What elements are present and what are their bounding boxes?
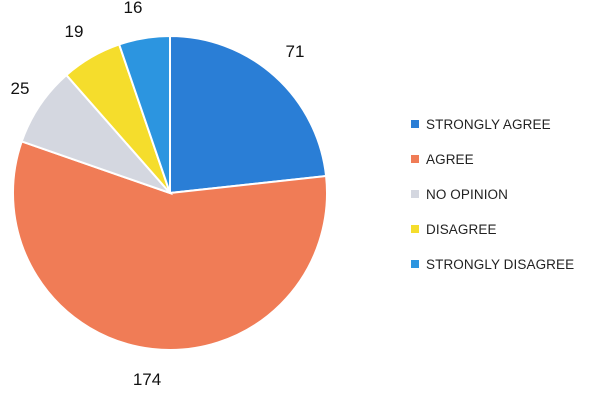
legend-item-strongly-disagree: STRONGLY DISAGREE (411, 255, 591, 273)
legend-label: STRONGLY AGREE (426, 116, 551, 132)
data-label-disagree: 19 (65, 22, 84, 41)
data-label-no-opinion: 25 (11, 79, 30, 98)
legend-swatch (411, 190, 419, 198)
legend-item-agree: AGREE (411, 150, 591, 168)
legend-swatch (411, 225, 419, 233)
legend-item-strongly-agree: STRONGLY AGREE (411, 115, 591, 133)
chart-legend: STRONGLY AGREE AGREE NO OPINION DISAGREE… (411, 115, 591, 290)
pie-slice-strongly-agree (169, 34, 328, 195)
data-label-strongly-agree: 71 (286, 42, 305, 61)
pie-slice-strongly-disagree (117, 34, 171, 194)
legend-swatch (411, 120, 419, 128)
legend-label: DISAGREE (426, 221, 497, 237)
legend-swatch (411, 155, 419, 163)
pie-slice-agree (12, 140, 328, 351)
data-label-strongly-disagree: 16 (124, 0, 143, 17)
data-label-agree: 174 (133, 370, 161, 389)
legend-label: STRONGLY DISAGREE (426, 256, 575, 272)
pie-slices (12, 34, 328, 351)
legend-label: AGREE (426, 151, 474, 167)
legend-label: NO OPINION (426, 186, 509, 202)
legend-item-disagree: DISAGREE (411, 220, 591, 238)
pie-data-labels: 71 174 25 19 16 (11, 0, 305, 389)
legend-swatch (411, 260, 419, 268)
legend-item-no-opinion: NO OPINION (411, 185, 591, 203)
